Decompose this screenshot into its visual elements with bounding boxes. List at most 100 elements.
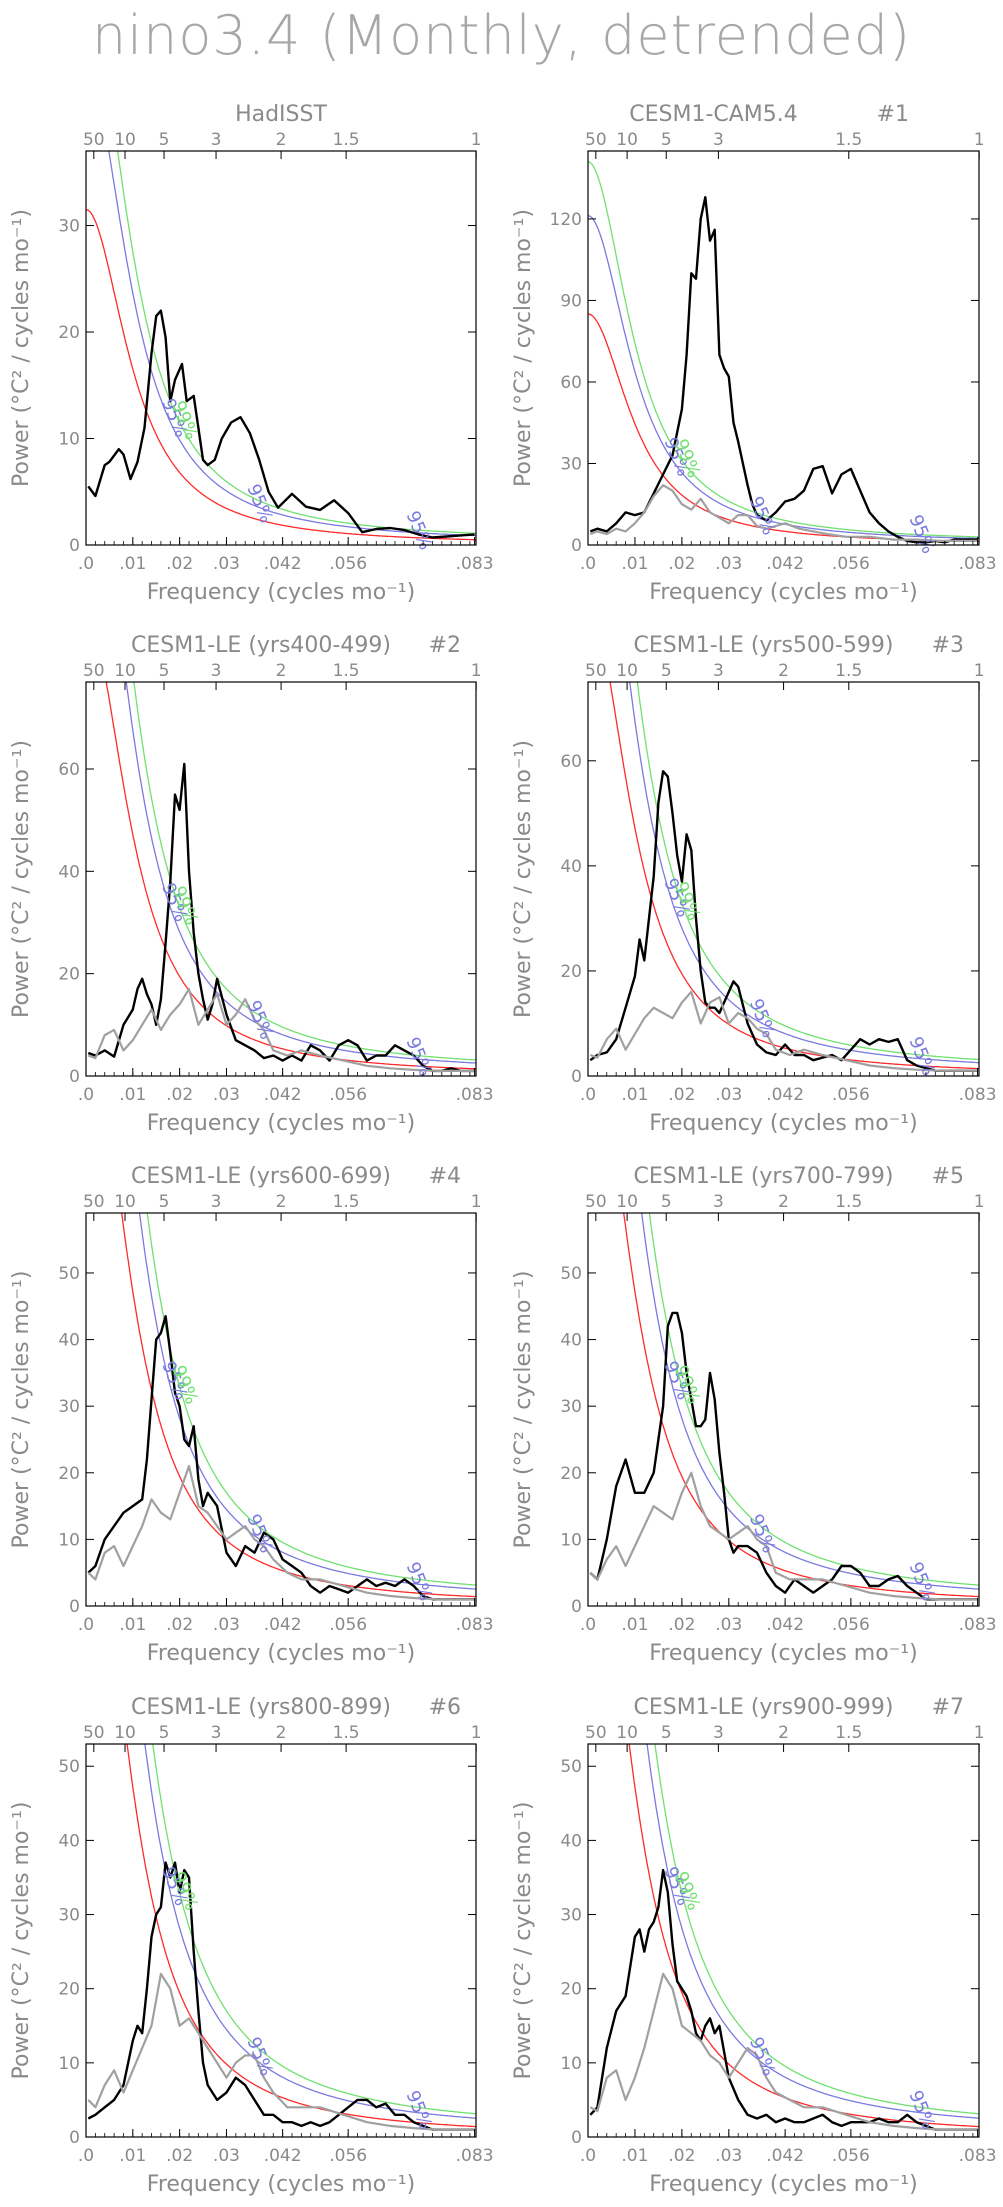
top-tick-label: 5 — [661, 130, 672, 150]
top-tick-label: 1.5 — [835, 130, 862, 150]
sig95-curve — [641, 1213, 979, 1590]
top-tick-label: 50 — [585, 1192, 607, 1212]
top-tick-label: 50 — [585, 130, 607, 150]
x-tick-label: .083 — [456, 2146, 494, 2166]
y-axis-label: Power (°C² / cycles mo⁻¹) — [9, 1802, 34, 2080]
x-tick-label: .042 — [766, 1085, 804, 1105]
control-spectrum-line — [87, 1972, 475, 2131]
y-tick-label: 10 — [560, 2054, 582, 2074]
top-tick-label: 1 — [974, 661, 985, 681]
top-tick-label: 50 — [83, 1723, 105, 1743]
sig95-label-lower: 95% — [242, 997, 276, 1042]
y-tick-label: 0 — [69, 536, 80, 556]
plot-frame — [587, 1212, 980, 1607]
x-axis-label: Frequency (cycles mo⁻¹) — [147, 2172, 415, 2197]
sig95-curve — [629, 682, 979, 1064]
x-tick-label: .083 — [456, 1615, 494, 1635]
spectrum-line — [87, 1314, 475, 1601]
x-axis-label: Frequency (cycles mo⁻¹) — [649, 2172, 917, 2197]
top-tick-label: 1.5 — [835, 1723, 862, 1743]
x-tick-label: .0 — [580, 2146, 596, 2166]
x-tick-label: .01 — [119, 554, 146, 574]
x-tick-label: .03 — [213, 554, 240, 574]
panel-title: CESM1-LE (yrs400-499) — [131, 633, 391, 658]
x-tick-label: .02 — [166, 554, 193, 574]
x-tick-label: .03 — [715, 2146, 742, 2166]
control-spectrum-line — [589, 990, 978, 1072]
x-tick-label: .02 — [166, 1615, 193, 1635]
panel-title: CESM1-CAM5.4 — [629, 102, 798, 127]
panel-id-label: #7 — [932, 1695, 964, 1720]
x-tick-label: .0 — [580, 554, 596, 574]
sig95-label-lower: 95% — [745, 2034, 779, 2079]
y-tick-label: 0 — [69, 1597, 80, 1617]
top-tick-label: 1.5 — [835, 661, 862, 681]
sig95-curve — [588, 214, 979, 540]
x-tick-label: .042 — [766, 554, 804, 574]
plot-frame — [85, 1743, 477, 2138]
x-axis-label: Frequency (cycles mo⁻¹) — [649, 1641, 917, 1666]
top-tick-label: 10 — [616, 1723, 638, 1743]
top-tick-label: 1.5 — [333, 661, 360, 681]
sig95-label-lower: 95% — [242, 481, 276, 526]
x-axis-label: Frequency (cycles mo⁻¹) — [649, 1111, 917, 1136]
top-tick-label: 1 — [471, 1192, 482, 1212]
x-tick-label: .056 — [329, 554, 367, 574]
panel-title: CESM1-LE (yrs700-799) — [634, 1164, 894, 1189]
sig95-curve — [144, 1744, 476, 2119]
x-axis-label: Frequency (cycles mo⁻¹) — [147, 1111, 415, 1136]
x-tick-label: .083 — [456, 554, 494, 574]
x-tick-label: .042 — [766, 1615, 804, 1635]
y-tick-label: 30 — [58, 217, 80, 237]
y-tick-label: 20 — [58, 323, 80, 343]
sig95-label-lower: 95% — [242, 1511, 276, 1556]
y-tick-label: 0 — [571, 536, 582, 556]
sig95-curve — [646, 1744, 979, 2119]
sig95-label-right: 95% — [904, 1034, 938, 1079]
panel-title: HadISST — [235, 102, 327, 127]
top-tick-label: 1 — [974, 130, 985, 150]
x-tick-label: .056 — [832, 554, 870, 574]
x-tick-label: .02 — [668, 554, 695, 574]
x-tick-label: .02 — [166, 2146, 193, 2166]
y-tick-label: 20 — [58, 1464, 80, 1484]
y-tick-label: 50 — [560, 1264, 582, 1284]
top-tick-label: 1 — [974, 1723, 985, 1743]
panel-title: CESM1-LE (yrs800-899) — [131, 1695, 391, 1720]
y-tick-label: 20 — [560, 962, 582, 982]
sig99-curve — [588, 161, 979, 538]
y-tick-label: 50 — [58, 1264, 80, 1284]
sig99-curve — [648, 1213, 979, 1586]
y-tick-label: 0 — [69, 1067, 80, 1087]
plot-frame — [85, 681, 477, 1077]
y-axis-label: Power (°C² / cycles mo⁻¹) — [511, 740, 536, 1018]
control-spectrum-line — [589, 1471, 978, 1601]
y-tick-label: 50 — [560, 1757, 582, 1777]
y-tick-label: 30 — [58, 1906, 80, 1926]
panel-id-label: #6 — [429, 1695, 461, 1720]
y-tick-label: 40 — [560, 857, 582, 877]
x-tick-label: .01 — [119, 2146, 146, 2166]
top-tick-label: 10 — [616, 661, 638, 681]
spectrum-line — [87, 1861, 475, 2131]
top-tick-label: 3 — [211, 661, 222, 681]
top-tick-label: 50 — [83, 1192, 105, 1212]
y-tick-label: 30 — [560, 1906, 582, 1926]
sig95-label-right: 95% — [402, 1034, 436, 1079]
x-tick-label: .01 — [119, 1085, 146, 1105]
top-tick-label: 10 — [114, 661, 136, 681]
y-tick-label: 120 — [550, 210, 582, 230]
panel-id-label: #3 — [932, 633, 964, 658]
x-tick-label: .056 — [329, 2146, 367, 2166]
x-tick-label: .02 — [166, 1085, 193, 1105]
sig99-curve — [654, 1744, 979, 2115]
red-noise-curve — [105, 682, 476, 1070]
y-tick-label: 0 — [571, 1597, 582, 1617]
y-tick-label: 30 — [58, 1397, 80, 1417]
panel-title: CESM1-LE (yrs600-699) — [131, 1164, 391, 1189]
x-axis-label: Frequency (cycles mo⁻¹) — [147, 1641, 415, 1666]
sig95-label-lower: 95% — [745, 996, 779, 1041]
